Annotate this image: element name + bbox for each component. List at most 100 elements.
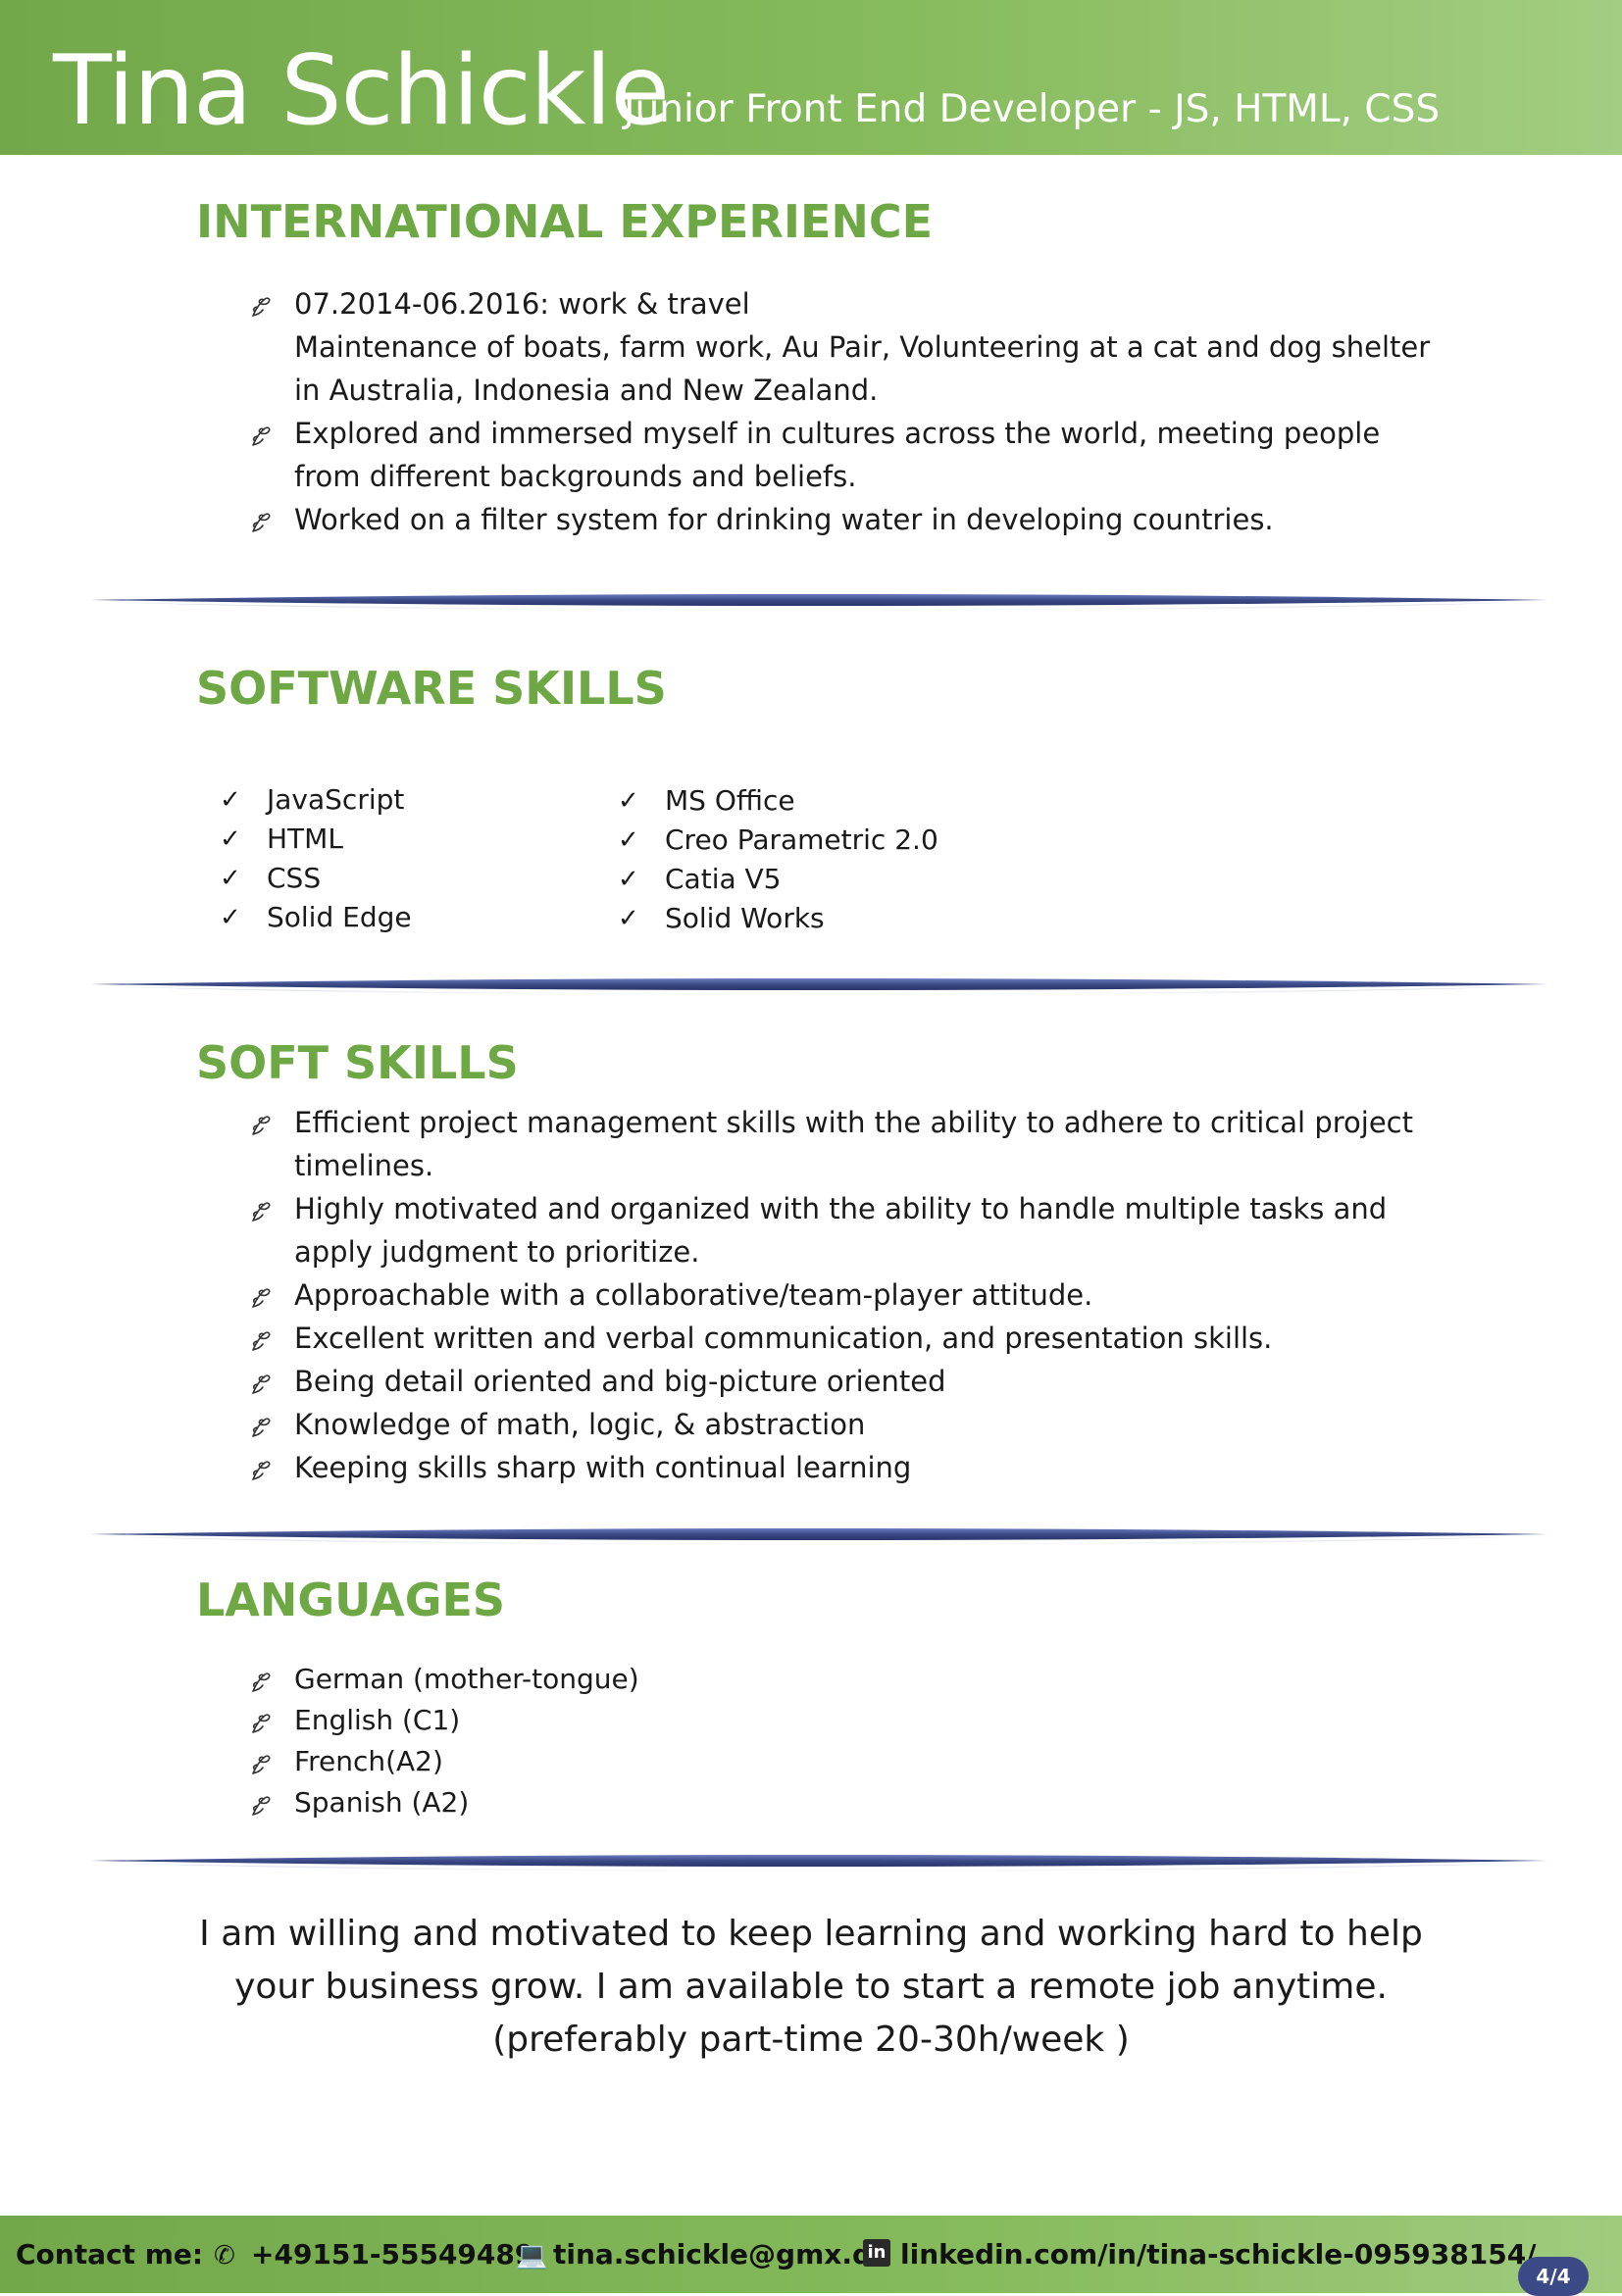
contact-label: Contact me:	[16, 2238, 204, 2271]
list-item: ✓ Catia V5	[618, 860, 938, 899]
international-experience-list: 07.2014-06.2016: work & travel Maintenan…	[249, 282, 1430, 541]
language-text: Spanish (A2)	[294, 1786, 470, 1819]
soft-skills-list: Efficient project management skills with…	[249, 1101, 1413, 1489]
phone-number[interactable]: +49151-55549489	[251, 2238, 534, 2271]
language-text: German (mother-tongue)	[294, 1663, 639, 1695]
linkedin-icon: in	[863, 2239, 890, 2267]
language-text: English (C1)	[294, 1704, 461, 1736]
list-item: ✓ MS Office	[618, 781, 938, 821]
list-item: Excellent written and verbal communicati…	[249, 1317, 1413, 1360]
item-text: apply judgment to prioritize.	[294, 1235, 700, 1269]
job-title: Junior Front End Developer - JS, HTML, C…	[624, 87, 1441, 131]
closing-line: I am willing and motivated to keep learn…	[199, 1914, 1423, 1954]
section-title-international-experience: INTERNATIONAL EXPERIENCE	[196, 195, 934, 248]
swirl-bullet-icon	[249, 1794, 275, 1818]
item-text: Approachable with a collaborative/team-p…	[294, 1278, 1093, 1312]
swirl-bullet-icon	[249, 1286, 275, 1310]
swirl-bullet-icon	[249, 1671, 275, 1694]
list-item: Worked on a filter system for drinking w…	[249, 498, 1430, 541]
item-text: Explored and immersed myself in cultures…	[294, 417, 1381, 450]
list-item: Explored and immersed myself in cultures…	[249, 412, 1430, 498]
item-text: timelines.	[294, 1149, 434, 1182]
swirl-bullet-icon	[249, 1753, 275, 1776]
checkmark-icon: ✓	[618, 825, 639, 855]
checkmark-icon: ✓	[618, 786, 639, 816]
list-item: ✓ Creo Parametric 2.0	[618, 821, 938, 860]
list-item: Efficient project management skills with…	[249, 1101, 1413, 1187]
item-text: Keeping skills sharp with continual lear…	[294, 1451, 912, 1484]
list-item: Knowledge of math, logic, & abstraction	[249, 1403, 1413, 1446]
skill-text: Creo Parametric 2.0	[665, 824, 938, 856]
list-item: French(A2)	[249, 1741, 639, 1782]
skill-text: MS Office	[665, 784, 795, 817]
header-banner: Tina Schickle Junior Front End Developer…	[0, 0, 1622, 155]
item-text: 07.2014-06.2016: work & travel	[294, 287, 750, 321]
closing-statement: I am willing and motivated to keep learn…	[157, 1908, 1465, 2067]
checkmark-icon: ✓	[220, 903, 241, 932]
list-item: Approachable with a collaborative/team-p…	[249, 1273, 1413, 1317]
section-divider	[90, 1855, 1547, 1873]
checkmark-icon: ✓	[220, 785, 241, 815]
section-divider	[90, 594, 1547, 613]
linkedin-link[interactable]: linkedin.com/in/tina-schickle-095938154/	[900, 2238, 1537, 2271]
list-item: Being detail oriented and big-picture or…	[249, 1360, 1413, 1403]
item-text: Knowledge of math, logic, & abstraction	[294, 1408, 866, 1441]
person-name: Tina Schickle	[53, 35, 670, 147]
page-number-badge: 4/4	[1518, 2257, 1589, 2296]
swirl-bullet-icon	[249, 1712, 275, 1735]
closing-line: your business grow. I am available to st…	[234, 1967, 1388, 2007]
item-text: Being detail oriented and big-picture or…	[294, 1365, 946, 1398]
section-divider	[90, 1528, 1547, 1547]
list-item: ✓ HTML	[220, 820, 412, 859]
swirl-bullet-icon	[249, 295, 275, 319]
skill-text: HTML	[267, 823, 343, 855]
swirl-bullet-icon	[249, 1373, 275, 1396]
phone-icon: ✆	[214, 2241, 235, 2271]
skill-text: CSS	[267, 862, 322, 894]
checkmark-icon: ✓	[220, 824, 241, 854]
email-link[interactable]: tina.schickle@gmx.de	[553, 2238, 890, 2271]
swirl-bullet-icon	[249, 424, 275, 448]
list-item: Spanish (A2)	[249, 1782, 639, 1823]
swirl-bullet-icon	[249, 511, 275, 534]
item-text: Efficient project management skills with…	[294, 1106, 1413, 1139]
item-text: Worked on a filter system for drinking w…	[294, 503, 1274, 536]
swirl-bullet-icon	[249, 1200, 275, 1223]
list-item: 07.2014-06.2016: work & travel Maintenan…	[249, 282, 1430, 412]
checkmark-icon: ✓	[220, 864, 241, 893]
item-text: in Australia, Indonesia and New Zealand.	[294, 374, 879, 407]
software-skills-column-1: ✓ JavaScript ✓ HTML ✓ CSS ✓ Solid Edge	[220, 780, 412, 937]
software-skills-column-2: ✓ MS Office ✓ Creo Parametric 2.0 ✓ Catia V…	[618, 781, 938, 938]
item-text: from different backgrounds and beliefs.	[294, 460, 857, 493]
swirl-bullet-icon	[249, 1329, 275, 1353]
item-text: Highly motivated and organized with the …	[294, 1192, 1388, 1225]
skill-text: JavaScript	[267, 783, 405, 816]
list-item: ✓ JavaScript	[220, 780, 412, 820]
list-item: ✓ Solid Works	[618, 899, 938, 938]
languages-list: German (mother-tongue) English (C1) Fren…	[249, 1659, 639, 1823]
contact-footer: Contact me: ✆ +49151-55549489 💻 tina.sch…	[0, 2216, 1622, 2296]
section-title-soft-skills: SOFT SKILLS	[196, 1036, 519, 1089]
swirl-bullet-icon	[249, 1416, 275, 1439]
swirl-bullet-icon	[249, 1459, 275, 1482]
checkmark-icon: ✓	[618, 904, 639, 933]
language-text: French(A2)	[294, 1745, 443, 1777]
swirl-bullet-icon	[249, 1114, 275, 1137]
list-item: ✓ CSS	[220, 859, 412, 898]
section-title-languages: LANGUAGES	[196, 1573, 506, 1626]
list-item: German (mother-tongue)	[249, 1659, 639, 1700]
list-item: Keeping skills sharp with continual lear…	[249, 1446, 1413, 1489]
skill-text: Catia V5	[665, 863, 782, 895]
skill-text: Solid Works	[665, 902, 825, 934]
skill-text: Solid Edge	[267, 901, 412, 933]
checkmark-icon: ✓	[618, 865, 639, 894]
item-text: Maintenance of boats, farm work, Au Pair…	[294, 330, 1431, 364]
section-title-software-skills: SOFTWARE SKILLS	[196, 662, 667, 715]
laptop-icon: 💻	[516, 2241, 548, 2271]
item-text: Excellent written and verbal communicati…	[294, 1322, 1273, 1355]
list-item: Highly motivated and organized with the …	[249, 1187, 1413, 1273]
section-divider	[90, 978, 1547, 997]
closing-line: (preferably part-time 20-30h/week )	[492, 2020, 1130, 2060]
list-item: ✓ Solid Edge	[220, 898, 412, 937]
list-item: English (C1)	[249, 1700, 639, 1741]
